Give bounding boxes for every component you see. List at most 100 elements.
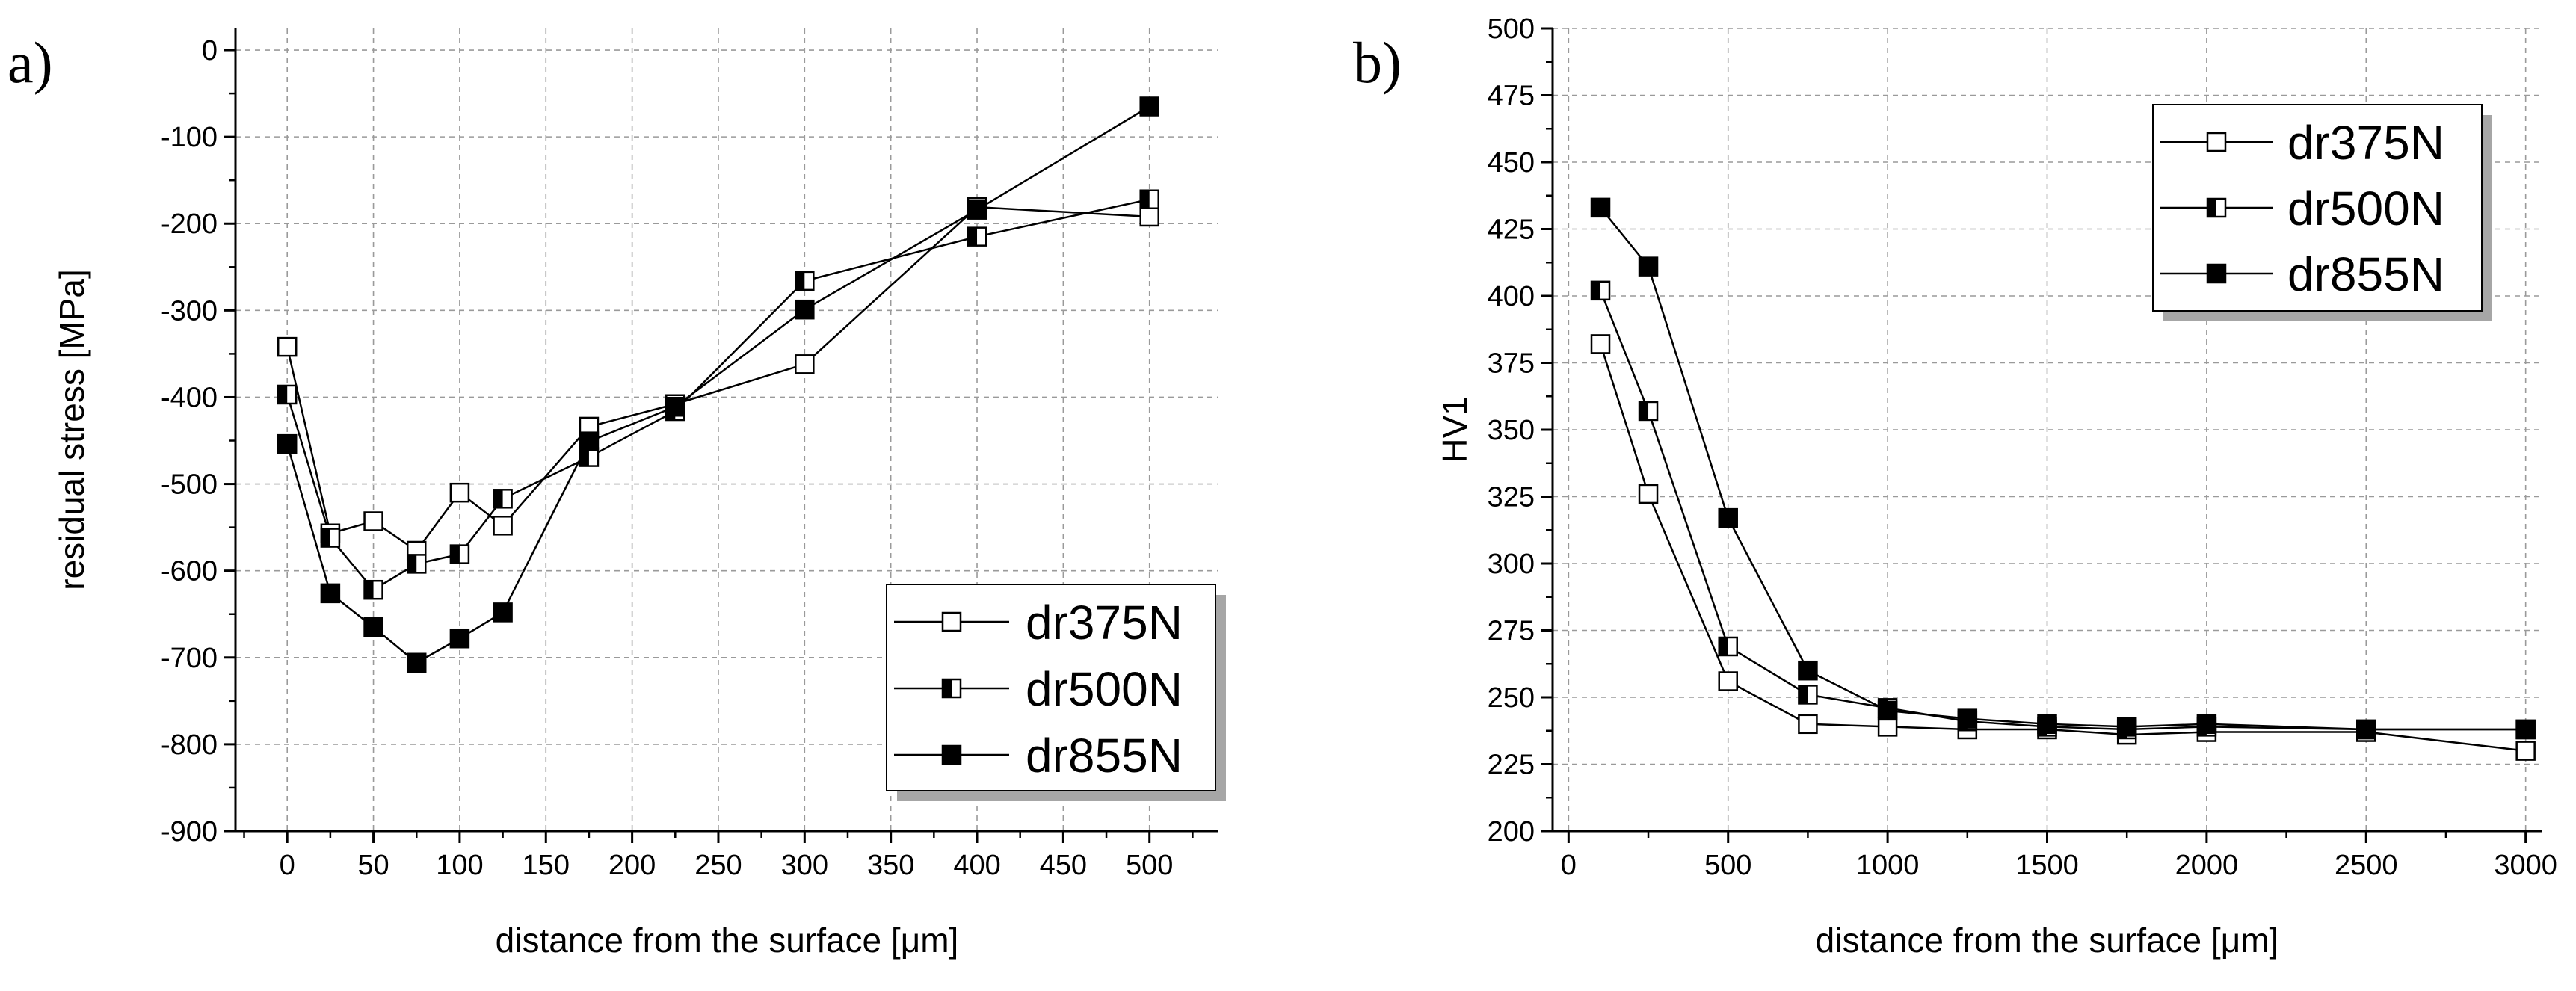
legend: dr375N dr500N dr855N bbox=[2152, 104, 2492, 321]
y-tick-label: -400 bbox=[161, 382, 218, 413]
data-point-dr500N bbox=[406, 554, 427, 574]
x-tick-label: 50 bbox=[357, 850, 389, 881]
data-point-dr375N bbox=[2515, 741, 2536, 761]
chart-panel-2: b) 0 500 1000 1500 2000 2500 3000 200 225 250 275 30… bbox=[1353, 13, 2557, 960]
legend-marker bbox=[2206, 263, 2227, 284]
x-tick-label: 250 bbox=[694, 850, 742, 881]
data-point-dr375N bbox=[795, 354, 815, 374]
data-point-dr500N-half bbox=[493, 490, 503, 508]
x-tick-label: 400 bbox=[953, 850, 1000, 881]
legend-label: dr375N bbox=[1026, 596, 1183, 649]
data-point-dr855N bbox=[2515, 719, 2536, 740]
data-point-dr375N bbox=[493, 516, 513, 536]
x-tick-label: 2500 bbox=[2335, 850, 2398, 881]
x-tick-label: 0 bbox=[280, 850, 295, 881]
y-tick-label: 200 bbox=[1488, 816, 1535, 848]
x-tick-label: 2000 bbox=[2175, 850, 2239, 881]
series-markers-dr855N bbox=[1590, 197, 2536, 740]
y-axis-title: HV1 bbox=[1435, 396, 1474, 463]
x-tick-label: 450 bbox=[1040, 850, 1087, 881]
y-tick-label: 475 bbox=[1488, 81, 1535, 112]
data-point-dr500N-half bbox=[1799, 685, 1808, 704]
legend-label: dr375N bbox=[2287, 116, 2444, 170]
data-point-dr855N bbox=[2196, 714, 2217, 735]
y-tick-label: -500 bbox=[161, 469, 218, 501]
data-point-dr500N-half bbox=[450, 545, 460, 564]
data-point-dr855N bbox=[406, 652, 427, 673]
legend-marker bbox=[941, 744, 962, 765]
x-tick-label: 500 bbox=[1126, 850, 1173, 881]
y-tick-label: 400 bbox=[1488, 281, 1535, 312]
legend-item-dr855N: dr855N bbox=[2160, 247, 2444, 301]
legend-marker-half bbox=[2207, 199, 2216, 217]
y-tick-label: 375 bbox=[1488, 348, 1535, 380]
data-point-dr855N bbox=[1638, 256, 1659, 277]
x-tick-label: 1000 bbox=[1856, 850, 1920, 881]
legend-label: dr855N bbox=[2287, 247, 2444, 301]
data-point-dr500N-half bbox=[968, 227, 978, 246]
data-point-dr500N-half bbox=[278, 385, 288, 404]
data-point-dr500N-half bbox=[1140, 190, 1150, 209]
data-point-dr500N bbox=[363, 579, 383, 600]
data-point-dr375N bbox=[277, 336, 298, 357]
y-tick-label: -300 bbox=[161, 295, 218, 327]
legend-item-dr500N: dr500N bbox=[2160, 182, 2444, 235]
x-axis-title: distance from the surface [μm] bbox=[496, 921, 959, 960]
data-point-dr855N bbox=[1798, 660, 1818, 681]
y-tick-label: -600 bbox=[161, 556, 218, 587]
y-tick-label: 500 bbox=[1488, 13, 1535, 45]
data-point-dr855N bbox=[2356, 719, 2376, 740]
data-point-dr500N bbox=[1638, 401, 1659, 422]
data-point-dr500N-half bbox=[407, 555, 417, 573]
legend-item-dr855N: dr855N bbox=[894, 729, 1183, 782]
data-point-dr855N bbox=[363, 617, 383, 637]
y-tick-label: -700 bbox=[161, 643, 218, 674]
data-point-dr375N bbox=[1638, 484, 1659, 504]
legend: dr375N dr500N dr855N bbox=[886, 584, 1226, 801]
data-point-dr500N bbox=[320, 528, 341, 548]
data-point-dr855N bbox=[967, 200, 987, 220]
data-point-dr855N bbox=[493, 602, 513, 623]
legend-item-dr500N: dr500N bbox=[894, 662, 1183, 716]
y-tick-label: 450 bbox=[1488, 147, 1535, 179]
data-point-dr855N bbox=[1718, 507, 1738, 528]
series-markers-dr855N bbox=[277, 96, 1159, 673]
data-point-dr500N bbox=[1718, 636, 1738, 657]
y-tick-label: -200 bbox=[161, 209, 218, 240]
x-axis-title: distance from the surface [μm] bbox=[1816, 921, 2279, 960]
data-point-dr500N-half bbox=[579, 448, 589, 466]
x-tick-label: 0 bbox=[1561, 850, 1577, 881]
data-point-dr855N bbox=[320, 583, 341, 604]
grid bbox=[1553, 28, 2542, 832]
data-point-dr855N bbox=[1139, 96, 1159, 117]
data-point-dr855N bbox=[2037, 714, 2057, 735]
data-point-dr500N bbox=[493, 489, 513, 509]
legend-item-dr375N: dr375N bbox=[2160, 116, 2444, 170]
y-tick-label: 425 bbox=[1488, 214, 1535, 246]
x-tick-label: 300 bbox=[781, 850, 828, 881]
legend-label: dr500N bbox=[1026, 662, 1183, 716]
legend-marker bbox=[2206, 132, 2227, 152]
y-tick-label: -900 bbox=[161, 816, 218, 848]
y-tick-label: 275 bbox=[1488, 616, 1535, 647]
x-tick-label: 150 bbox=[523, 850, 570, 881]
data-point-dr500N bbox=[1798, 685, 1818, 705]
legend-label: dr855N bbox=[1026, 729, 1183, 782]
data-point-dr375N bbox=[1590, 334, 1611, 354]
data-point-dr500N bbox=[1139, 189, 1159, 209]
data-point-dr375N bbox=[363, 511, 383, 531]
data-point-dr500N-half bbox=[1639, 401, 1649, 420]
y-axis-title: residual stress [MPa] bbox=[52, 269, 91, 590]
x-tick-label: 1500 bbox=[2015, 850, 2079, 881]
chart-panel-1: a) 0 50 100 150 200 250 300 350 400 450 500 0 -100 -20… bbox=[7, 28, 1226, 960]
data-point-dr500N-half bbox=[321, 528, 330, 547]
data-point-dr855N bbox=[1957, 708, 1978, 729]
y-tick-label: 250 bbox=[1488, 682, 1535, 714]
data-point-dr500N bbox=[1590, 280, 1611, 301]
data-point-dr500N bbox=[449, 544, 470, 564]
data-point-dr500N-half bbox=[795, 271, 805, 290]
data-point-dr500N-half bbox=[364, 581, 374, 599]
data-point-dr375N bbox=[449, 482, 470, 503]
data-point-dr855N bbox=[1590, 197, 1611, 218]
